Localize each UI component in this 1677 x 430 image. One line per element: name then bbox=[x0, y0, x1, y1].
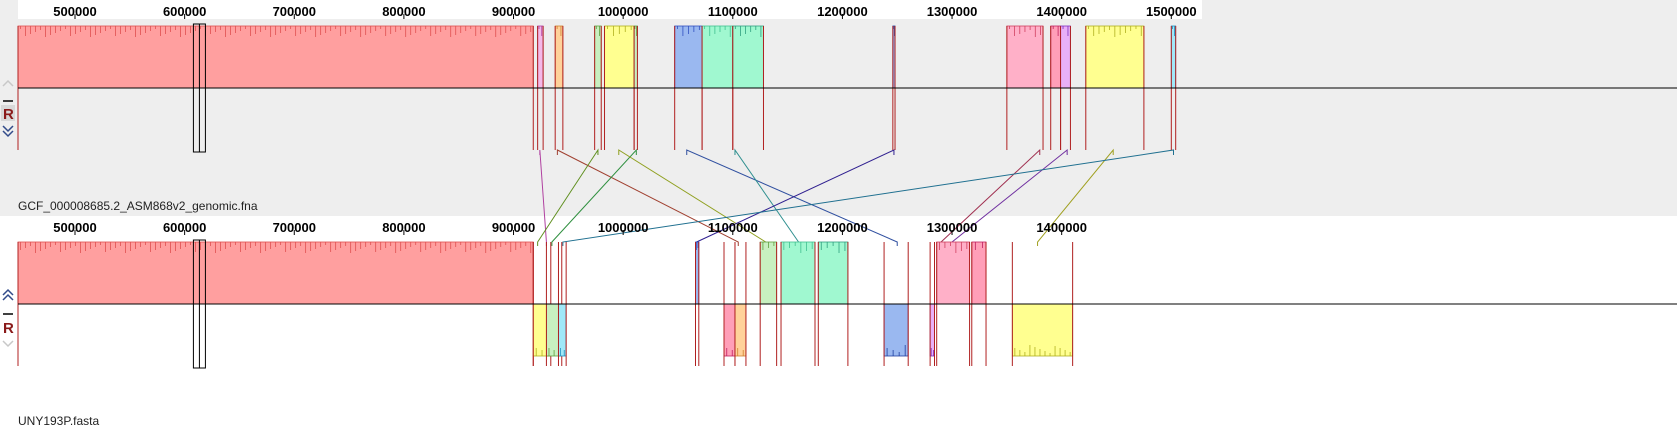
reverse-label-2[interactable]: R bbox=[3, 320, 14, 337]
ruler-tick-label: 1000000 bbox=[598, 4, 649, 19]
lcb-block[interactable] bbox=[936, 241, 970, 305]
move-up-icon[interactable] bbox=[2, 288, 14, 301]
lcb-block[interactable] bbox=[780, 241, 816, 305]
ruler-1 bbox=[18, 0, 1202, 19]
move-up-icon[interactable] bbox=[2, 79, 14, 87]
homology-link bbox=[686, 149, 898, 246]
lcb-block[interactable] bbox=[723, 303, 736, 357]
ruler-tick-label: 500000 bbox=[53, 220, 96, 235]
lcb-block[interactable] bbox=[929, 303, 935, 357]
homology-link bbox=[551, 148, 637, 246]
lcb-block[interactable] bbox=[537, 25, 544, 89]
ruler-tick-label: 1200000 bbox=[817, 220, 868, 235]
ruler-tick-label: 500000 bbox=[53, 4, 96, 19]
move-down-icon[interactable] bbox=[2, 340, 14, 348]
ruler-tick-label: 1400000 bbox=[1036, 220, 1087, 235]
ruler-tick-label: 1000000 bbox=[598, 220, 649, 235]
lcb-block[interactable] bbox=[732, 25, 764, 89]
ruler-tick-label: 800000 bbox=[382, 220, 425, 235]
lcb-block[interactable] bbox=[1170, 25, 1177, 89]
ruler-tick-label: 900000 bbox=[492, 220, 535, 235]
ruler-tick-label: 1300000 bbox=[927, 220, 978, 235]
track-1-controls: R bbox=[1, 79, 15, 138]
sequence-track-2: 500000 600000 700000 800000 900000 1000000 110… bbox=[17, 220, 1677, 369]
lcb-block[interactable] bbox=[1060, 25, 1071, 89]
lcb-block[interactable] bbox=[17, 241, 534, 305]
ruler-tick-label: 1100000 bbox=[708, 4, 758, 19]
lcb-block[interactable] bbox=[971, 241, 987, 305]
sequence-name-1: GCF_000008685.2_ASM868v2_genomic.fna bbox=[18, 199, 258, 213]
lcb-block[interactable] bbox=[759, 241, 778, 305]
sequence-track-1: 500000 600000 700000 800000 900000 1000000 110… bbox=[17, 4, 1677, 153]
ruler-tick-label: 1400000 bbox=[1036, 4, 1087, 19]
ruler-tick-label: 700000 bbox=[273, 4, 316, 19]
track-2-controls: R bbox=[2, 288, 14, 348]
homology-link bbox=[1037, 148, 1114, 246]
ruler-tick-label: 1100000 bbox=[708, 220, 758, 235]
move-down-icon[interactable] bbox=[2, 125, 14, 138]
reverse-button-1[interactable] bbox=[1, 105, 15, 121]
lcb-block[interactable] bbox=[594, 25, 602, 89]
ruler-tick-label: 900000 bbox=[492, 4, 535, 19]
ruler-tick-label: 1200000 bbox=[817, 4, 868, 19]
ruler-tick-label: 800000 bbox=[382, 4, 425, 19]
lcb-block[interactable] bbox=[1006, 25, 1044, 89]
lcb-block[interactable] bbox=[604, 25, 635, 89]
homology-link bbox=[537, 148, 599, 246]
ruler-tick-label: 1300000 bbox=[927, 4, 978, 19]
homology-link bbox=[562, 149, 1174, 246]
homology-link bbox=[556, 149, 739, 246]
sequence-name-2: UNY193P.fasta bbox=[18, 414, 99, 428]
lcb-block[interactable] bbox=[1050, 25, 1061, 89]
lcb-block[interactable] bbox=[674, 25, 703, 89]
ruler-tick-label: 1500000 bbox=[1146, 4, 1197, 19]
lcb-block[interactable] bbox=[1011, 303, 1074, 357]
ruler-tick-label: 700000 bbox=[273, 220, 316, 235]
lcb-block[interactable] bbox=[817, 241, 849, 305]
lcb-block[interactable] bbox=[17, 25, 534, 89]
lcb-block[interactable] bbox=[701, 25, 734, 89]
lcb-block[interactable] bbox=[558, 303, 567, 357]
ruler-tick-label: 600000 bbox=[163, 4, 206, 19]
lcb-block[interactable] bbox=[734, 303, 747, 357]
lcb-block[interactable] bbox=[883, 303, 909, 357]
reverse-label-1: R bbox=[3, 106, 14, 123]
ruler-tick-label: 600000 bbox=[163, 220, 206, 235]
lcb-block[interactable] bbox=[554, 25, 564, 89]
